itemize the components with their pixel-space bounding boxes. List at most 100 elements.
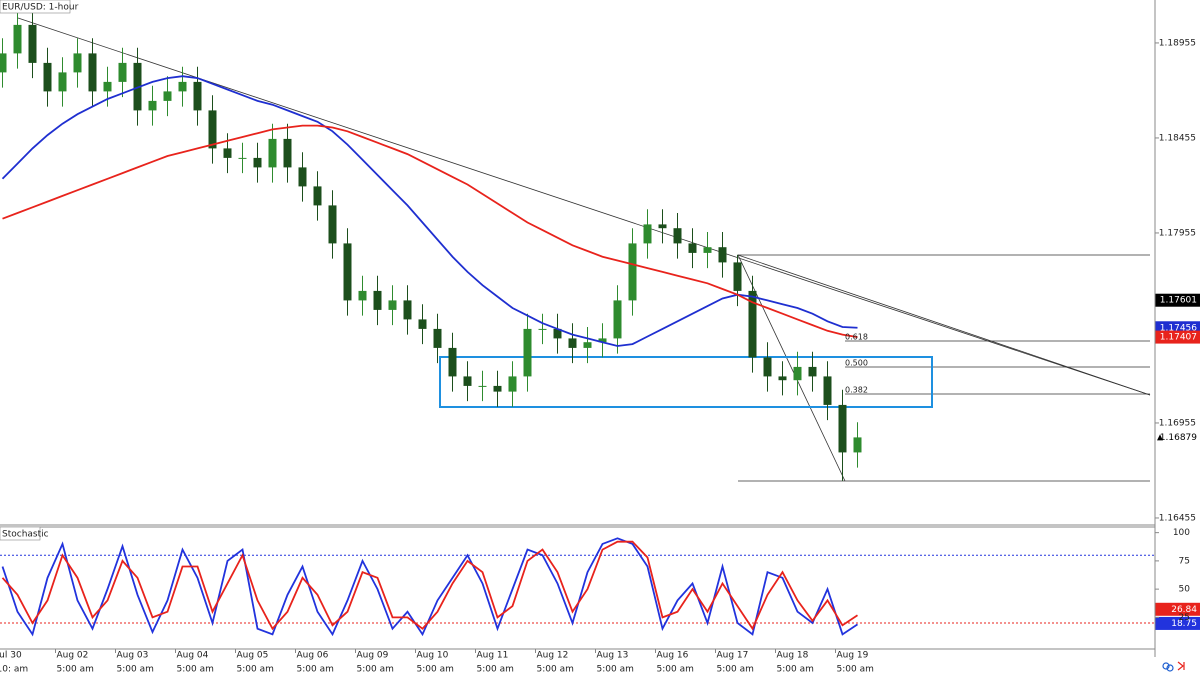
x-tick-label: 5:00 am (777, 665, 814, 675)
candle-body (583, 342, 592, 348)
x-tick-label: 5:00 am (237, 665, 274, 675)
y-tick-label: 1.16955 (1159, 418, 1196, 428)
x-tick-label: 5:00 am (717, 665, 754, 675)
candle-body (118, 62, 127, 82)
candle-body (193, 81, 202, 111)
candle-body (88, 53, 97, 92)
candle-body (478, 385, 487, 387)
candle-body (793, 366, 802, 381)
trendline (737, 254, 1151, 396)
candle-body (808, 366, 817, 377)
y-tick-label: 50 (1179, 585, 1191, 595)
candle-body (313, 186, 322, 206)
x-tick-label: Aug 18 (777, 651, 809, 661)
x-tick-label: 5:00 am (657, 665, 694, 675)
candle-body (28, 24, 37, 63)
candle-body (358, 290, 367, 301)
x-tick-label: Aug 11 (477, 651, 509, 661)
x-tick-label: 5:00 am (357, 665, 394, 675)
annotations (17, 17, 1151, 482)
axis-tag-label: 1.17456 (1160, 323, 1197, 333)
y-tick-label: 1.16455 (1159, 513, 1196, 523)
series-line (2, 124, 858, 338)
indicator-title-box (0, 526, 41, 541)
candle-body (463, 376, 472, 386)
axis-tag-label: 1.16879 (1160, 433, 1197, 443)
candle-body (688, 243, 697, 253)
x-tick-label: Aug 09 (357, 651, 389, 661)
candle-body (13, 24, 22, 54)
indicator-title: Stochastic (2, 530, 49, 540)
link-icon[interactable] (1166, 664, 1174, 672)
axis-tag (1155, 293, 1200, 307)
x-tick-label: 5:00 am (297, 665, 334, 675)
candle-body (253, 157, 262, 168)
axis-tag-label: 26.84 (1171, 605, 1197, 615)
candle-body (448, 347, 457, 377)
x-tick-label: Aug 16 (657, 651, 689, 661)
candle-body (643, 224, 652, 244)
x-tick-label: Aug 02 (57, 651, 89, 661)
y-tick-label: 75 (1179, 556, 1190, 566)
axis-tag-label: 18.75 (1171, 619, 1197, 629)
candle-body (283, 138, 292, 168)
x-tick-label: 5:00 am (837, 665, 874, 675)
candle-body (673, 228, 682, 244)
axis-tag (1155, 602, 1200, 616)
x-tick-label: Aug 13 (597, 651, 629, 661)
candle-body (778, 376, 787, 381)
series-line (1, 537, 858, 637)
x-tick-label: Aug 12 (537, 651, 569, 661)
fib-label: 0.382 (845, 386, 868, 395)
toolbar-icons[interactable] (1162, 661, 1185, 672)
candle-body (553, 328, 562, 339)
y-tick-label: 1.17955 (1159, 228, 1196, 238)
candle-body (433, 328, 442, 348)
candle-body (628, 243, 637, 301)
scroll-end-icon[interactable] (1177, 661, 1185, 671)
candle-body (223, 148, 232, 158)
axis-tag (1155, 330, 1200, 344)
candle-body (748, 290, 757, 358)
candle-body (853, 437, 862, 453)
fib-label: 0.618 (845, 333, 868, 342)
x-tick-label: 5:00 am (57, 665, 94, 675)
candle-body (343, 243, 352, 301)
candle-body (718, 247, 727, 263)
series-line (1, 75, 858, 347)
axis-tag (1155, 616, 1200, 630)
candle-body (613, 300, 622, 339)
x-tick-label: Aug 06 (297, 651, 329, 661)
x-tick-label: Aug 04 (177, 651, 209, 661)
y-tick-label: 100 (1173, 528, 1190, 538)
axis-tag-label: 1.17407 (1160, 333, 1197, 343)
x-tick-label: Aug 03 (117, 651, 149, 661)
candle-body (268, 138, 277, 168)
x-tick-label: Aug 05 (237, 651, 269, 661)
candle-body (103, 81, 112, 92)
chart-title: EUR/USD: 1-hour (2, 3, 79, 13)
axis-tag (1155, 430, 1200, 444)
x-tick-label: 5:00 am (417, 665, 454, 675)
x-tick-label: 5:00 am (537, 665, 574, 675)
candle-body (493, 385, 502, 392)
candle-body (658, 224, 667, 229)
link-icon[interactable] (1162, 662, 1170, 670)
candle-body (763, 357, 772, 377)
title-box (0, 0, 71, 14)
candle-body (838, 404, 847, 453)
x-tick-label: Jul 30 (0, 651, 22, 661)
candle-body (43, 62, 52, 92)
candle-body (58, 72, 67, 92)
candle-body (823, 376, 832, 405)
candle-body (418, 319, 427, 329)
axis-tag-label: 1.17601 (1160, 296, 1197, 306)
candle-body (508, 376, 517, 392)
candle-body (73, 53, 82, 73)
x-tick-label: 5:00 am (117, 665, 154, 675)
candle-body (388, 300, 397, 310)
candle-body (163, 91, 172, 101)
